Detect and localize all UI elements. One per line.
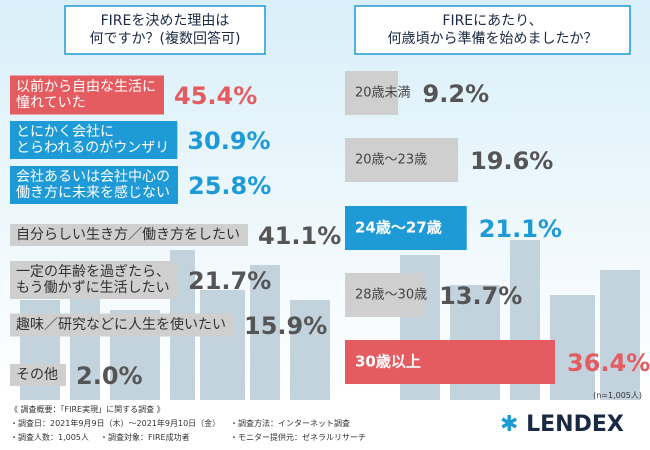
value-label: 19.6% [470,147,553,175]
chart-title: FIREにあたり、何歳頃から準備を始めましたか？ [388,13,598,47]
bar [345,138,459,182]
survey-item: ・調査日：2021年9月9日（木）～2021年9月10日（金） [10,419,221,428]
category-label: 自分らしい生き方／働き方をしたい [16,227,240,243]
bar [345,273,425,317]
value-label: 41.1% [258,222,341,250]
title-box [354,5,631,55]
value-label: 21.1% [479,215,562,243]
bar [345,340,555,384]
survey-item: ・調査人数：1,005人 [10,433,89,442]
brand-logo: ✱ LENDEX [500,412,624,437]
bar [10,121,178,159]
survey-item: ・調査対象：FIRE成功者 [100,433,190,442]
category-label: とにかく会社にとらわれるのがウンザリ [16,124,169,156]
survey-item: ・モニター提供元：ゼネラルリサーチ [230,433,366,442]
bar [345,71,399,115]
category-label: 趣味／研究などに人生を使いたい [16,316,226,333]
value-label: 15.9% [244,312,327,340]
category-label: 24歳～27歳 [355,219,442,237]
category-label: 20歳～23歳 [355,153,427,168]
bar [10,224,248,246]
bar [10,261,178,299]
category-label: その他 [16,367,58,383]
bar [345,206,467,250]
survey-heading: 《 調査概要：「FIRE実現」に関する調査 》 [10,405,165,414]
bar [10,313,234,337]
value-label: 25.8% [188,172,271,200]
bar [10,166,178,204]
category-label: 一定の年齢を過ぎたら、もう働かずに生活したい [16,264,170,296]
value-label: 9.2% [423,80,490,108]
value-label: 13.7% [439,282,522,310]
category-label: 20歳未満 [355,86,411,101]
category-label: 会社あるいは会社中心の働き方に未来を感じない [16,169,170,201]
bar [10,364,66,386]
title-box [64,5,266,55]
brand-name: LENDEX [526,412,624,437]
bar [10,75,164,115]
value-label: 2.0% [76,362,143,390]
value-label: 30.9% [187,127,270,155]
chart-title: FIREを決めた理由は何ですか？(複数回答可) [90,13,241,47]
footer-band [0,400,650,450]
category-label: 以前から自由な生活に憧れていた [16,78,156,111]
category-label: 30歳以上 [355,353,421,371]
value-label: 36.4% [567,349,650,377]
value-label: 45.4% [174,82,257,110]
value-label: 21.7% [188,267,271,295]
sample-note: (n=1,005人) [593,391,642,400]
category-label: 28歳～30歳 [355,288,427,303]
survey-item: ・調査方法：インターネット調査 [230,419,350,428]
